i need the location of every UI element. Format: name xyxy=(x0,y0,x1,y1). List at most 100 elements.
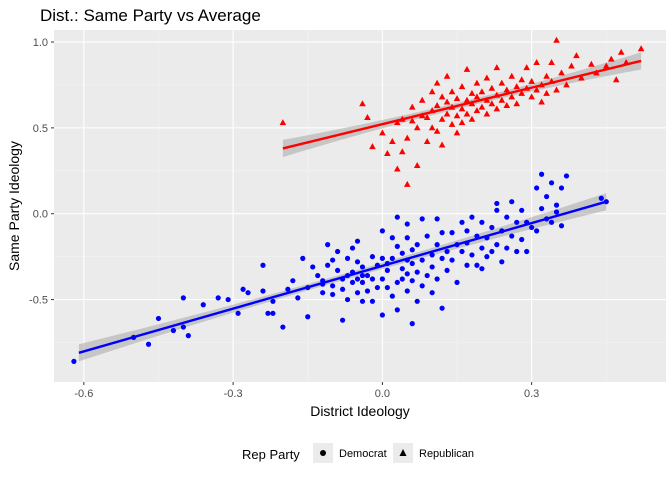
point-democrat xyxy=(215,295,221,301)
point-democrat xyxy=(260,288,266,294)
point-democrat xyxy=(359,279,366,286)
point-democrat xyxy=(553,202,560,208)
point-republican xyxy=(428,88,436,95)
point-democrat xyxy=(449,257,455,263)
point-democrat xyxy=(519,236,525,243)
point-republican xyxy=(533,86,540,93)
point-republican xyxy=(403,180,411,187)
point-republican xyxy=(538,98,545,105)
x-axis-title: District Ideology xyxy=(310,403,410,419)
point-democrat xyxy=(598,195,604,201)
point-republican xyxy=(448,120,456,127)
point-democrat xyxy=(424,233,430,239)
point-democrat xyxy=(354,290,361,296)
point-democrat xyxy=(409,321,415,327)
point-republican xyxy=(607,55,615,62)
point-republican xyxy=(463,110,471,117)
legend: Rep Party Democrat Republican xyxy=(242,443,474,463)
point-republican xyxy=(394,119,401,126)
point-republican xyxy=(468,115,476,122)
point-democrat xyxy=(439,230,445,236)
point-democrat xyxy=(464,228,470,234)
point-republican xyxy=(563,81,570,88)
point-democrat xyxy=(459,248,465,255)
point-democrat xyxy=(494,242,500,248)
axis-tick-labels: -0.6 -0.3 0.0 0.3 1.0 0.5 0.0 -0.5 xyxy=(29,37,539,400)
point-democrat xyxy=(484,254,490,260)
point-republican xyxy=(433,101,441,108)
point-democrat xyxy=(285,286,291,292)
point-democrat xyxy=(270,298,276,304)
point-democrat xyxy=(295,295,301,301)
point-democrat xyxy=(369,298,376,304)
point-republican xyxy=(279,119,287,126)
point-democrat xyxy=(489,248,495,255)
point-democrat xyxy=(389,255,395,261)
point-democrat xyxy=(379,312,385,318)
point-republican xyxy=(478,88,486,95)
point-democrat xyxy=(354,276,361,282)
point-republican xyxy=(617,48,625,55)
point-democrat xyxy=(354,259,361,265)
point-republican xyxy=(384,150,391,157)
point-republican xyxy=(438,115,446,122)
point-democrat xyxy=(479,245,485,251)
point-democrat xyxy=(320,290,326,296)
point-republican xyxy=(403,134,411,141)
point-democrat xyxy=(524,248,530,255)
point-republican xyxy=(433,79,441,86)
point-republican xyxy=(379,129,386,136)
point-republican xyxy=(553,86,560,93)
x-tick-label: 0.3 xyxy=(524,388,539,400)
point-democrat xyxy=(494,200,500,207)
point-republican xyxy=(369,143,376,150)
point-democrat xyxy=(394,214,400,220)
y-tick-label: 1.0 xyxy=(33,37,48,49)
point-republican xyxy=(463,96,471,103)
point-democrat xyxy=(170,327,177,334)
point-democrat xyxy=(404,235,410,241)
point-democrat xyxy=(539,171,545,177)
point-democrat xyxy=(509,199,515,205)
point-democrat xyxy=(514,248,520,255)
point-republican xyxy=(398,148,406,155)
point-democrat xyxy=(534,185,540,191)
point-democrat xyxy=(384,267,390,273)
point-democrat xyxy=(469,214,475,220)
point-democrat xyxy=(359,272,366,279)
point-democrat xyxy=(553,209,560,215)
point-republican xyxy=(528,93,535,100)
point-republican xyxy=(573,52,580,59)
point-democrat xyxy=(330,257,336,263)
point-democrat xyxy=(548,219,555,225)
point-democrat xyxy=(389,293,395,299)
point-democrat xyxy=(419,283,425,289)
point-republican xyxy=(453,129,461,136)
point-republican xyxy=(548,59,555,66)
plot-panel xyxy=(54,30,666,382)
point-republican xyxy=(443,110,451,117)
point-democrat xyxy=(270,310,276,316)
point-democrat xyxy=(429,290,435,296)
point-republican xyxy=(458,105,466,112)
point-republican xyxy=(458,119,466,126)
point-democrat xyxy=(180,324,186,330)
point-republican xyxy=(408,117,416,124)
point-democrat xyxy=(548,180,555,186)
point-republican xyxy=(508,93,516,100)
point-republican xyxy=(513,100,521,107)
point-democrat xyxy=(330,283,336,289)
point-democrat xyxy=(364,272,371,279)
point-republican xyxy=(488,100,496,107)
fit-line-republican xyxy=(282,59,642,150)
point-democrat xyxy=(374,284,381,291)
point-republican xyxy=(408,103,416,110)
point-democrat xyxy=(325,242,331,248)
point-republican xyxy=(528,77,535,84)
point-republican xyxy=(443,98,451,105)
point-democrat xyxy=(439,255,445,261)
point-republican xyxy=(453,112,461,119)
point-republican xyxy=(453,95,461,102)
x-tick-label: 0.0 xyxy=(375,388,390,400)
point-democrat xyxy=(359,264,366,270)
